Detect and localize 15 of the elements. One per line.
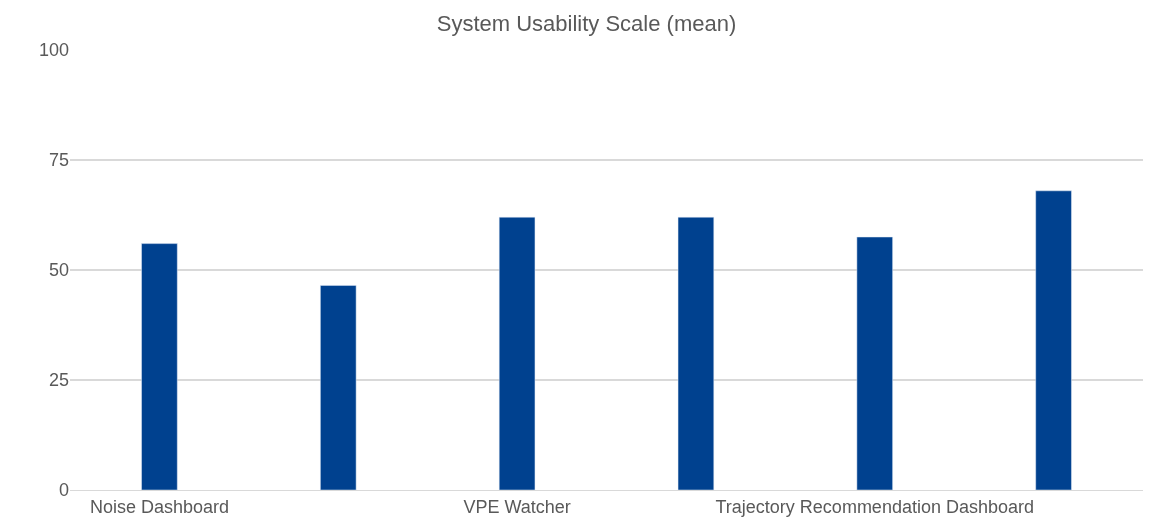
- bar: [498, 216, 536, 490]
- y-tick-label: 50: [48, 260, 69, 281]
- y-tick-label: 75: [48, 150, 69, 171]
- chart-title: System Usability Scale (mean): [436, 11, 737, 37]
- y-tick-label: 100: [38, 40, 69, 61]
- bar: [856, 236, 893, 490]
- x-tick-label: Noise Dashboard: [89, 496, 229, 517]
- x-tick-label: Trajectory Recommendation Dashboard: [715, 496, 1034, 517]
- y-tick-label: 25: [48, 370, 69, 391]
- bar: [141, 243, 178, 490]
- bar: [1035, 190, 1072, 490]
- bar: [320, 285, 357, 490]
- x-tick-label: VPE Watcher: [463, 496, 571, 517]
- y-tick-label: 0: [58, 480, 69, 501]
- bar: [677, 216, 715, 490]
